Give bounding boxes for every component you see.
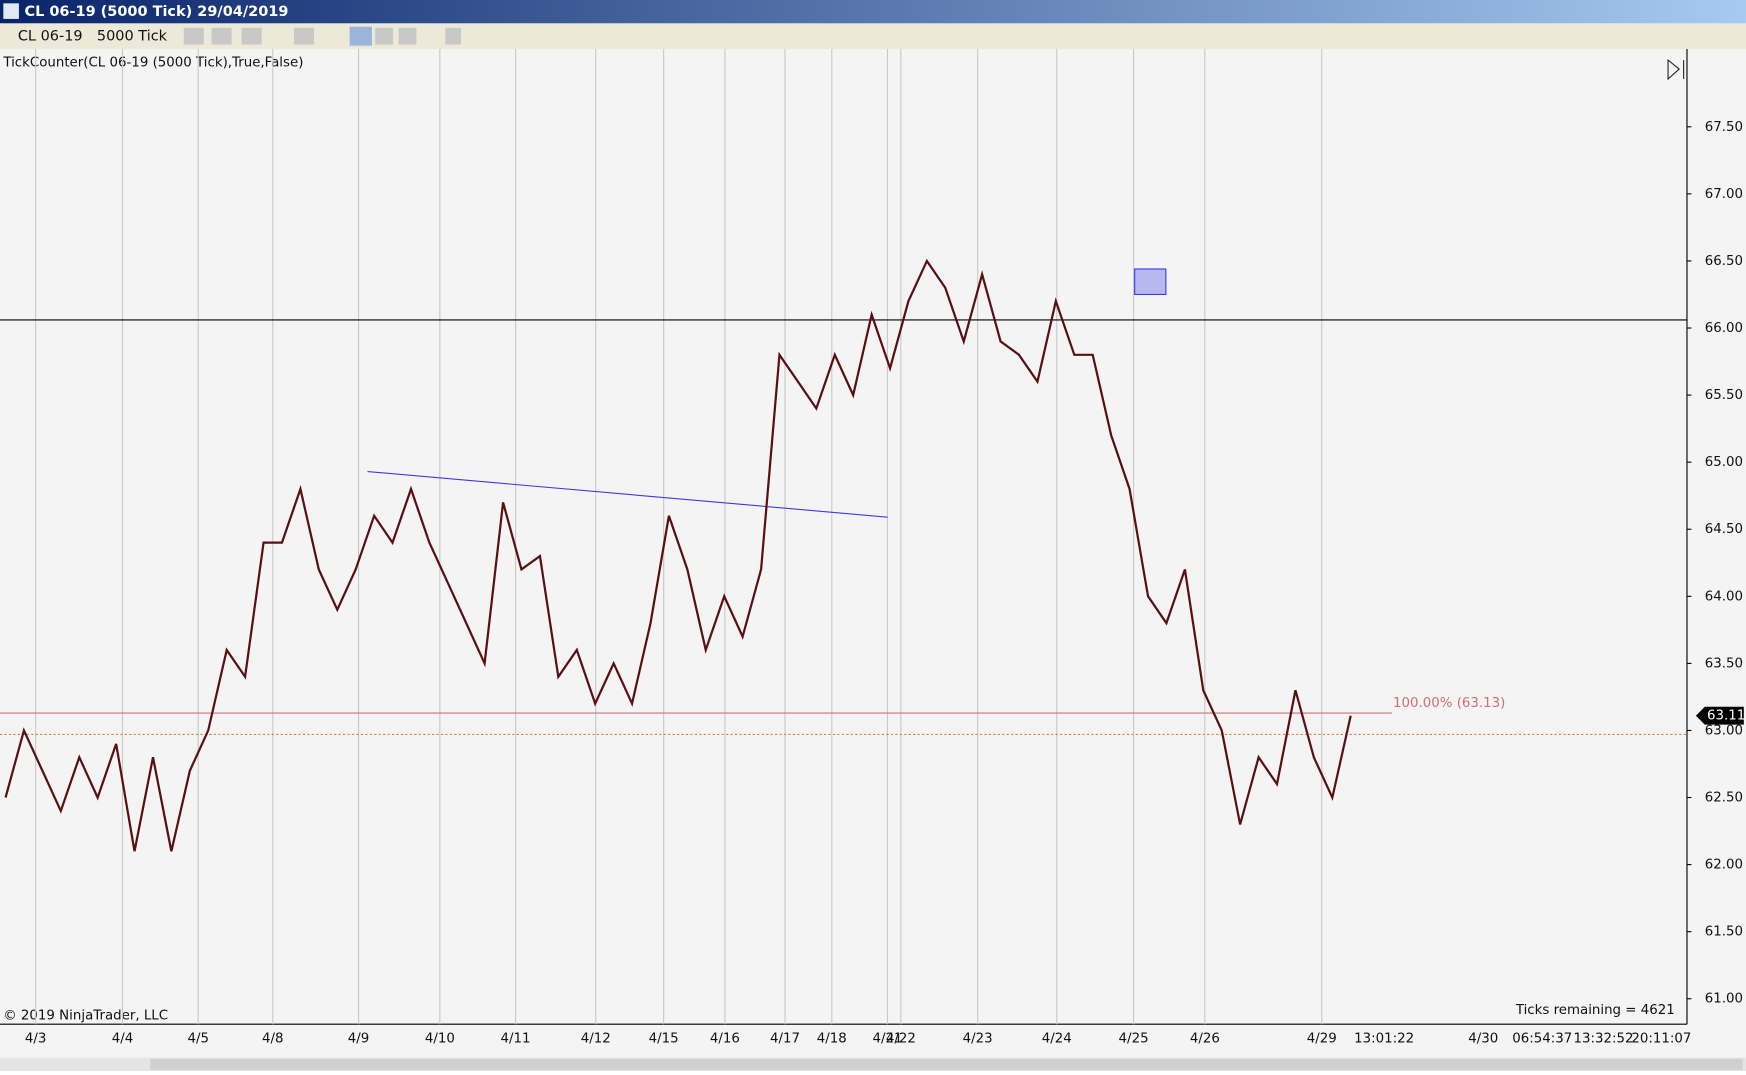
line-label: 100.00% (63.13) xyxy=(1393,696,1505,711)
x-tick-label: 4/11 xyxy=(501,1032,531,1047)
price-line xyxy=(4,258,1352,852)
last-price-marker xyxy=(1695,706,1744,725)
x-tick-label: 4/9 xyxy=(348,1032,370,1047)
x-tick-label: 4/10 xyxy=(425,1032,455,1047)
x-tick-label: 4/30 xyxy=(1468,1032,1498,1047)
x-tick-label: 4/16 xyxy=(710,1032,740,1047)
toolbar xyxy=(0,23,1746,49)
x-tick-label: 06:54:37 xyxy=(1512,1032,1572,1047)
y-tick-label: 67.50 xyxy=(1705,120,1743,135)
x-tick-label: 4/12 xyxy=(581,1032,611,1047)
x-tick-label: 4/3 xyxy=(25,1032,47,1047)
y-tick-label: 65.00 xyxy=(1705,455,1743,470)
x-tick-label: 4/23 xyxy=(963,1032,993,1047)
plot: 4/3 4/4 4/5 4/8 4/9 4/10 4/11 4/12 4/15 4/16 4/17 4… xyxy=(0,48,1745,1047)
title-bar xyxy=(0,0,1746,24)
window-title: CL 06-19 (5000 Tick) 29/04/2019 xyxy=(24,4,288,20)
interval-select[interactable]: 5000 Tick xyxy=(97,29,168,45)
x-tick-label: 4/15 xyxy=(649,1032,679,1047)
y-tick-label: 61.50 xyxy=(1705,925,1743,940)
x-tick-label: 13:32:52 xyxy=(1573,1032,1633,1047)
ticks-remaining: Ticks remaining = 4621 xyxy=(1515,1003,1675,1018)
scroll-end-button[interactable] xyxy=(1667,58,1685,81)
x-tick-label: 4/17 xyxy=(770,1032,800,1047)
copyright: © 2019 NinjaTrader, LLC xyxy=(3,1008,168,1023)
y-tick-label: 63.50 xyxy=(1705,656,1743,671)
scroll-thumb[interactable] xyxy=(150,1058,1743,1070)
last-price-label: 63.11 xyxy=(1707,709,1745,724)
tool-button[interactable] xyxy=(293,27,315,45)
tool-button[interactable] xyxy=(349,26,372,46)
x-tick-label: 20:11:07 xyxy=(1631,1032,1691,1047)
y-tick-label: 61.00 xyxy=(1705,992,1743,1007)
tool-button[interactable] xyxy=(398,27,417,45)
x-tick-label: 4/29 xyxy=(1307,1032,1337,1047)
y-tick-label: 66.00 xyxy=(1705,321,1743,336)
x-tick-label: 4/22 xyxy=(886,1032,916,1047)
x-tick-label: 4/24 xyxy=(1042,1032,1072,1047)
indicator-label: TickCounter(CL 06-19 (5000 Tick),True,Fa… xyxy=(2,55,303,70)
chart-area xyxy=(0,48,1746,1025)
highlight-box xyxy=(1134,268,1167,296)
tool-button[interactable] xyxy=(375,27,394,45)
tool-button[interactable] xyxy=(241,27,262,45)
x-tick-label: 4/26 xyxy=(1190,1032,1220,1047)
app-icon xyxy=(3,3,19,19)
y-tick-label: 66.50 xyxy=(1705,254,1743,269)
x-tick-label: 4/21 xyxy=(872,1032,902,1047)
x-tick-label: 13:01:22 xyxy=(1354,1032,1414,1047)
x-tick-label: 4/8 xyxy=(262,1032,284,1047)
x-tick-label: 4/18 xyxy=(817,1032,847,1047)
tool-button[interactable] xyxy=(183,27,204,45)
x-tick-label: 4/4 xyxy=(112,1032,134,1047)
tool-button[interactable] xyxy=(445,27,461,45)
y-tick-label: 67.00 xyxy=(1705,187,1743,202)
y-tick-label: 62.00 xyxy=(1705,858,1743,873)
y-tick-label: 65.50 xyxy=(1705,388,1743,403)
y-tick-label: 62.50 xyxy=(1705,791,1743,806)
y-tick-label: 64.50 xyxy=(1705,522,1743,537)
toolbar-icons xyxy=(183,26,461,46)
x-tick-label: 4/25 xyxy=(1119,1032,1149,1047)
x-tick-label: 4/5 xyxy=(187,1032,209,1047)
tool-button[interactable] xyxy=(211,27,232,45)
trend-line xyxy=(367,470,888,518)
instrument-select[interactable]: CL 06-19 xyxy=(18,29,83,45)
y-tick-label: 63.00 xyxy=(1705,723,1743,738)
y-tick-label: 64.00 xyxy=(1705,589,1743,604)
